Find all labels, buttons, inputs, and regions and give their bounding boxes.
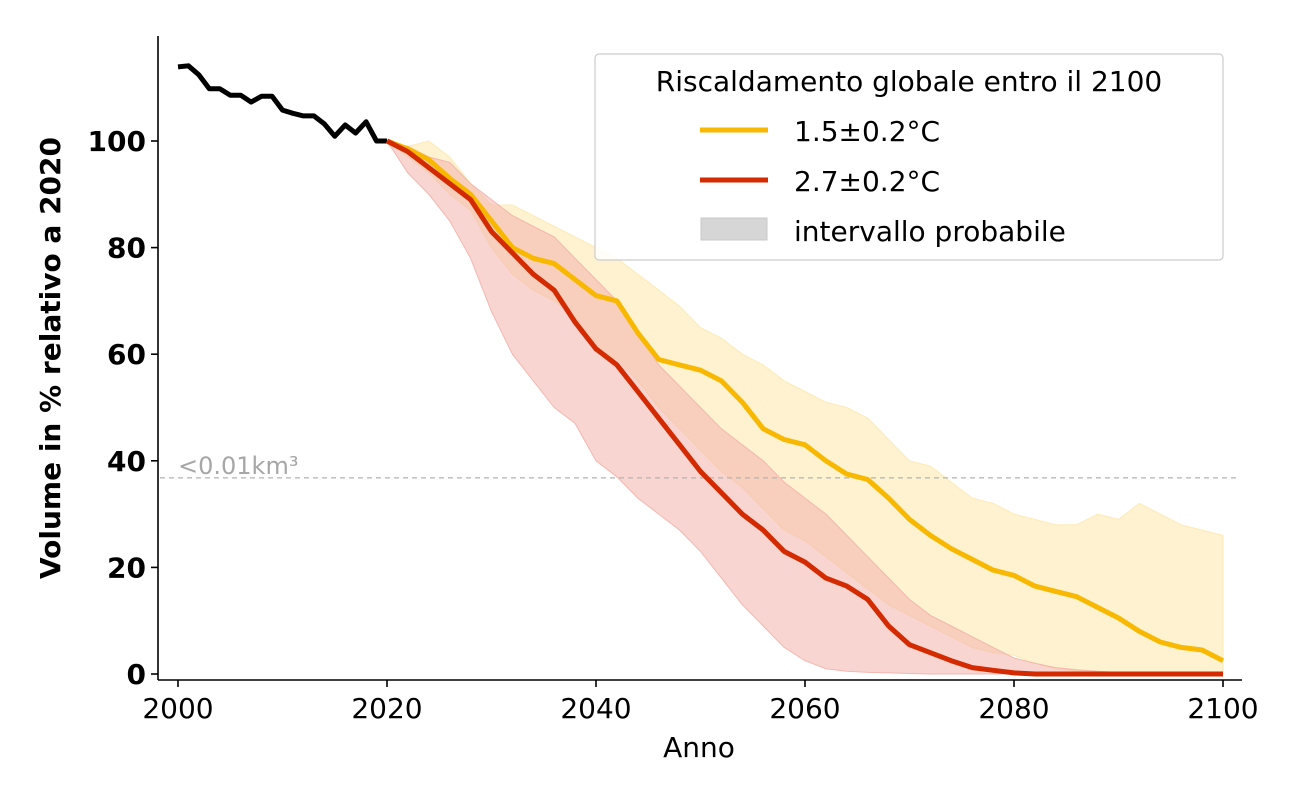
legend-label-1-5c: 1.5±0.2°C xyxy=(794,115,940,148)
y-tick-label: 20 xyxy=(107,551,146,584)
x-tick-label: 2100 xyxy=(1187,692,1258,725)
y-tick-label: 80 xyxy=(107,232,146,265)
legend: Riscaldamento globale entro il 2100 1.5±… xyxy=(594,53,1224,261)
x-ticks: 2000 2020 2040 2060 2080 2100 xyxy=(142,680,1259,725)
legend-swatch-likely-range xyxy=(700,217,768,241)
threshold-label: <0.01km³ xyxy=(178,452,298,480)
series-lines xyxy=(177,63,1225,677)
y-tick-label: 100 xyxy=(88,125,146,158)
y-tick-label: 0 xyxy=(127,658,146,691)
legend-box xyxy=(594,53,1224,261)
legend-title: Riscaldamento globale entro il 2100 xyxy=(656,65,1162,98)
y-tick-label: 40 xyxy=(107,445,146,478)
series-line-2-7c xyxy=(385,138,1223,677)
x-axis-title: Anno xyxy=(663,731,735,764)
historical-line xyxy=(177,63,387,144)
x-tick-label: 2080 xyxy=(978,692,1049,725)
threshold-layer: <0.01km³ xyxy=(160,452,1240,480)
legend-label-likely-range: intervallo probabile xyxy=(794,215,1066,248)
legend-label-2-7c: 2.7±0.2°C xyxy=(794,165,940,198)
series-line-1-5c xyxy=(386,138,1225,663)
x-tick-label: 2060 xyxy=(769,692,840,725)
x-tick-label: 2020 xyxy=(351,692,422,725)
x-tick-label: 2040 xyxy=(560,692,631,725)
x-tick-label: 2000 xyxy=(142,692,213,725)
y-axis-title: Volume in % relativo a 2020 xyxy=(34,137,67,579)
y-tick-label: 60 xyxy=(107,338,146,371)
y-ticks: 0 20 40 60 80 100 xyxy=(88,125,158,691)
